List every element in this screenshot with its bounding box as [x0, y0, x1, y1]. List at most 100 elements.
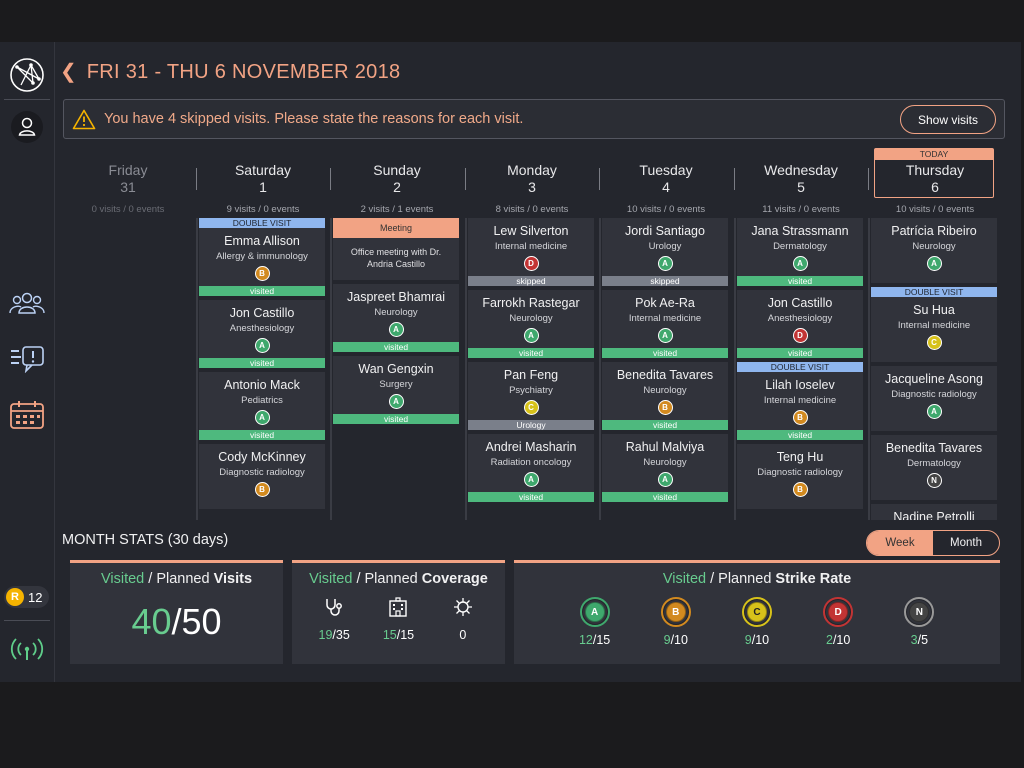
week-header: ❮ FRI 31 - THU 6 NOVEMBER 2018	[60, 60, 400, 84]
day-header-monday[interactable]: Monday 3 8 visits / 0 events	[466, 148, 598, 216]
reward-coin-icon: R	[6, 588, 24, 606]
day-column-thursday: Patrícia Ribeiro Neurology A DOUBLE VISIT Su…	[871, 218, 999, 520]
grade-badge-icon: C	[523, 400, 539, 415]
strike-rate-value: 12/15	[578, 633, 611, 647]
visit-status: visited	[333, 342, 459, 352]
day-column-friday	[64, 218, 192, 520]
grade-badge-icon: A	[926, 256, 942, 271]
column-divider	[465, 218, 467, 520]
doctors-group-icon[interactable]	[8, 284, 46, 322]
visit-card[interactable]: Jacqueline Asong Diagnostic radiology A	[871, 366, 997, 431]
doctor-name: Patrícia Ribeiro	[891, 224, 977, 238]
visit-status: visited	[468, 348, 594, 358]
column-divider	[330, 218, 332, 520]
rewards-badge[interactable]: R 12	[4, 586, 49, 608]
day-date: 4	[662, 179, 670, 195]
grade-ring-icon: A	[579, 597, 610, 627]
doctor-specialty: Diagnostic radiology	[757, 467, 843, 478]
column-divider	[599, 218, 601, 520]
visit-card[interactable]: Cody McKinney Diagnostic radiology B	[199, 444, 325, 509]
week-toggle-button[interactable]: Week	[867, 531, 933, 555]
visit-status: visited	[737, 348, 863, 358]
day-name: Sunday	[373, 162, 421, 178]
day-name: Thursday	[905, 162, 965, 178]
day-counts: 10 visits / 0 events	[895, 204, 975, 215]
doctor-specialty: Pediatrics	[241, 395, 283, 406]
grade-badge-icon: A	[523, 328, 539, 343]
grade-badge-icon: B	[792, 482, 808, 497]
strike-rate-item: C 9/10	[732, 597, 782, 647]
stethoscope-icon	[304, 597, 364, 622]
show-visits-button[interactable]: Show visits	[900, 105, 996, 134]
visit-card[interactable]: Pan Feng Psychiatry C Urology	[468, 362, 594, 430]
visit-status: visited	[199, 358, 325, 368]
visit-card[interactable]: Teng Hu Diagnostic radiology B	[737, 444, 863, 509]
app-screen: R 12 ❮ FRI 31 - THU 6 NOVEMBER 2018 You …	[0, 42, 1021, 682]
doctor-specialty: Internal medicine	[494, 241, 568, 252]
day-name: Tuesday	[639, 162, 693, 178]
visit-card[interactable]: DOUBLE VISIT Lilah Ioselev Internal medici…	[737, 362, 863, 440]
app-logo-icon[interactable]	[8, 56, 46, 94]
grade-badge-icon: B	[254, 266, 270, 281]
double-visit-tag: DOUBLE VISIT	[871, 287, 997, 297]
day-separator	[196, 168, 197, 190]
column-divider	[868, 218, 870, 520]
day-header-sunday[interactable]: Sunday 2 2 visits / 1 events	[331, 148, 463, 216]
grade-badge-icon: B	[792, 410, 808, 425]
grade-ring-icon: B	[660, 597, 691, 627]
doctor-specialty: Diagnostic radiology	[891, 389, 977, 400]
visit-card[interactable]: Benedita Tavares Dermatology N	[871, 435, 997, 500]
day-header-wednesday[interactable]: Wednesday 5 11 visits / 0 events	[735, 148, 867, 216]
alerts-list-icon[interactable]	[8, 340, 46, 378]
day-header-friday[interactable]: Friday 31 0 visits / 0 events	[62, 148, 194, 216]
coverage-value: 0	[459, 628, 467, 642]
doctor-specialty: Radiation oncology	[490, 457, 572, 468]
coverage-item: 15/15	[368, 597, 428, 642]
doctor-name: Rahul Malviya	[625, 440, 705, 454]
day-separator	[868, 168, 869, 190]
grade-badge-icon: A	[388, 322, 404, 337]
doctor-specialty: Allergy & immunology	[216, 251, 308, 262]
coverage-value: 19/35	[318, 628, 350, 642]
day-separator	[734, 168, 735, 190]
chevron-left-icon[interactable]: ❮	[60, 61, 77, 83]
doctor-specialty: Surgery	[379, 379, 413, 390]
coverage-panel-title: Visited / Planned Coverage	[309, 571, 488, 587]
visit-card[interactable]: Nadine Petrolli	[871, 504, 997, 520]
grade-badge-icon: A	[657, 256, 673, 271]
meeting-card[interactable]: Meeting Office meeting with Dr. Andria Ca…	[333, 218, 459, 280]
grade-badge-icon: B	[657, 400, 673, 415]
user-profile-icon[interactable]	[8, 108, 46, 146]
doctor-specialty: Anesthesiology	[767, 313, 833, 324]
double-visit-tag: DOUBLE VISIT	[737, 362, 863, 372]
signal-broadcast-icon[interactable]	[8, 630, 46, 668]
sidebar: R 12	[0, 42, 55, 682]
doctor-name: Cody McKinney	[218, 450, 306, 464]
day-header-tuesday[interactable]: Tuesday 4 10 visits / 0 events	[600, 148, 732, 216]
visit-status: visited	[468, 492, 594, 502]
grade-badge-icon: A	[657, 328, 673, 343]
visit-card[interactable]: DOUBLE VISIT Su Hua Internal medicine C	[871, 287, 997, 362]
visit-status: visited	[602, 492, 728, 502]
day-name: Saturday	[234, 162, 292, 178]
month-toggle-button[interactable]: Month	[950, 537, 982, 549]
doctor-name: Andrei Masharin	[485, 440, 577, 454]
day-header-saturday[interactable]: Saturday 1 9 visits / 0 events	[197, 148, 329, 216]
visit-card[interactable]: DOUBLE VISIT Emma Allison Allergy & immuno…	[199, 218, 325, 296]
day-header-thursday[interactable]: TODAY Thursday 6 10 visits / 0 events	[869, 148, 1001, 216]
calendar-icon[interactable]	[8, 396, 46, 434]
visit-card[interactable]: Patrícia Ribeiro Neurology A	[871, 218, 997, 283]
